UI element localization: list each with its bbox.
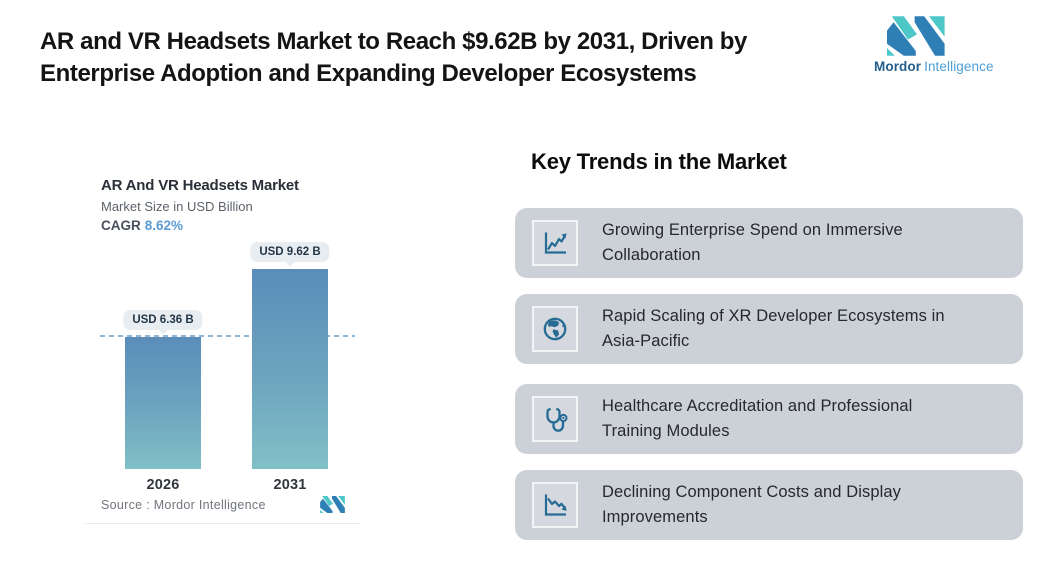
trend-icon-box [532, 220, 578, 266]
brand-name-light: Intelligence [924, 59, 994, 74]
reference-line [100, 335, 355, 337]
trend-text: Growing Enterprise Spend on Immersive Co… [602, 221, 903, 264]
trend-text: Rapid Scaling of XR Developer Ecosystems… [602, 307, 945, 350]
page-title: AR and VR Headsets Market to Reach $9.62… [40, 28, 747, 87]
mordor-intelligence-logo: Mordor Intelligence [874, 14, 994, 74]
chart-subtitle: Market Size in USD Billion [101, 199, 253, 214]
market-chart-card: USD 6.36 B USD 9.62 B AR And VR Headsets… [85, 155, 360, 524]
trends-heading: Key Trends in the Market [531, 149, 787, 174]
x-tick-2026: 2026 [146, 477, 180, 493]
source-text: Source : Mordor Intelligence [101, 497, 266, 512]
trend-card-enterprise-spend: Growing Enterprise Spend on Immersive Co… [515, 208, 1023, 278]
chart-title: AR And VR Headsets Market [101, 177, 299, 194]
trend-icon-box [532, 482, 578, 528]
bar-group-2031: USD 9.62 B [250, 242, 330, 469]
trend-card-healthcare-training: Healthcare Accreditation and Professiona… [515, 384, 1023, 454]
stethoscope-icon [546, 408, 568, 432]
cagr-label: CAGR [101, 218, 141, 233]
trend-icon-box [532, 306, 578, 352]
brand-wordmark: Mordor Intelligence [874, 59, 994, 74]
brand-name-bold: Mordor [874, 59, 922, 74]
x-tick-2031: 2031 [273, 477, 307, 493]
bar-chart-plot: USD 6.36 B USD 9.62 B [85, 155, 360, 469]
source-row: Source : Mordor Intelligence [101, 496, 346, 513]
chart-header: AR And VR Headsets Market Market Size in… [101, 177, 299, 233]
globe-icon [543, 317, 567, 341]
line-chart-up-icon [544, 232, 567, 254]
bar [252, 269, 328, 469]
line-chart-down-icon [544, 494, 567, 516]
mordor-logo-small-icon [320, 496, 345, 513]
trend-icon-box [532, 396, 578, 442]
bar [125, 337, 201, 469]
value-label-2026: USD 6.36 B [123, 310, 203, 330]
value-label-2031: USD 9.62 B [250, 242, 330, 262]
trend-text: Declining Component Costs and Display Im… [602, 483, 902, 526]
mordor-logo-mark-icon [887, 16, 945, 56]
cagr-value: 8.62% [144, 218, 184, 233]
trend-card-component-costs: Declining Component Costs and Display Im… [515, 470, 1023, 540]
chart-cagr: CAGR 8.62% [101, 218, 299, 233]
bar-group-2026: USD 6.36 B [123, 310, 203, 469]
trend-card-xr-ecosystems: Rapid Scaling of XR Developer Ecosystems… [515, 294, 1023, 364]
trend-text: Healthcare Accreditation and Professiona… [602, 397, 913, 440]
